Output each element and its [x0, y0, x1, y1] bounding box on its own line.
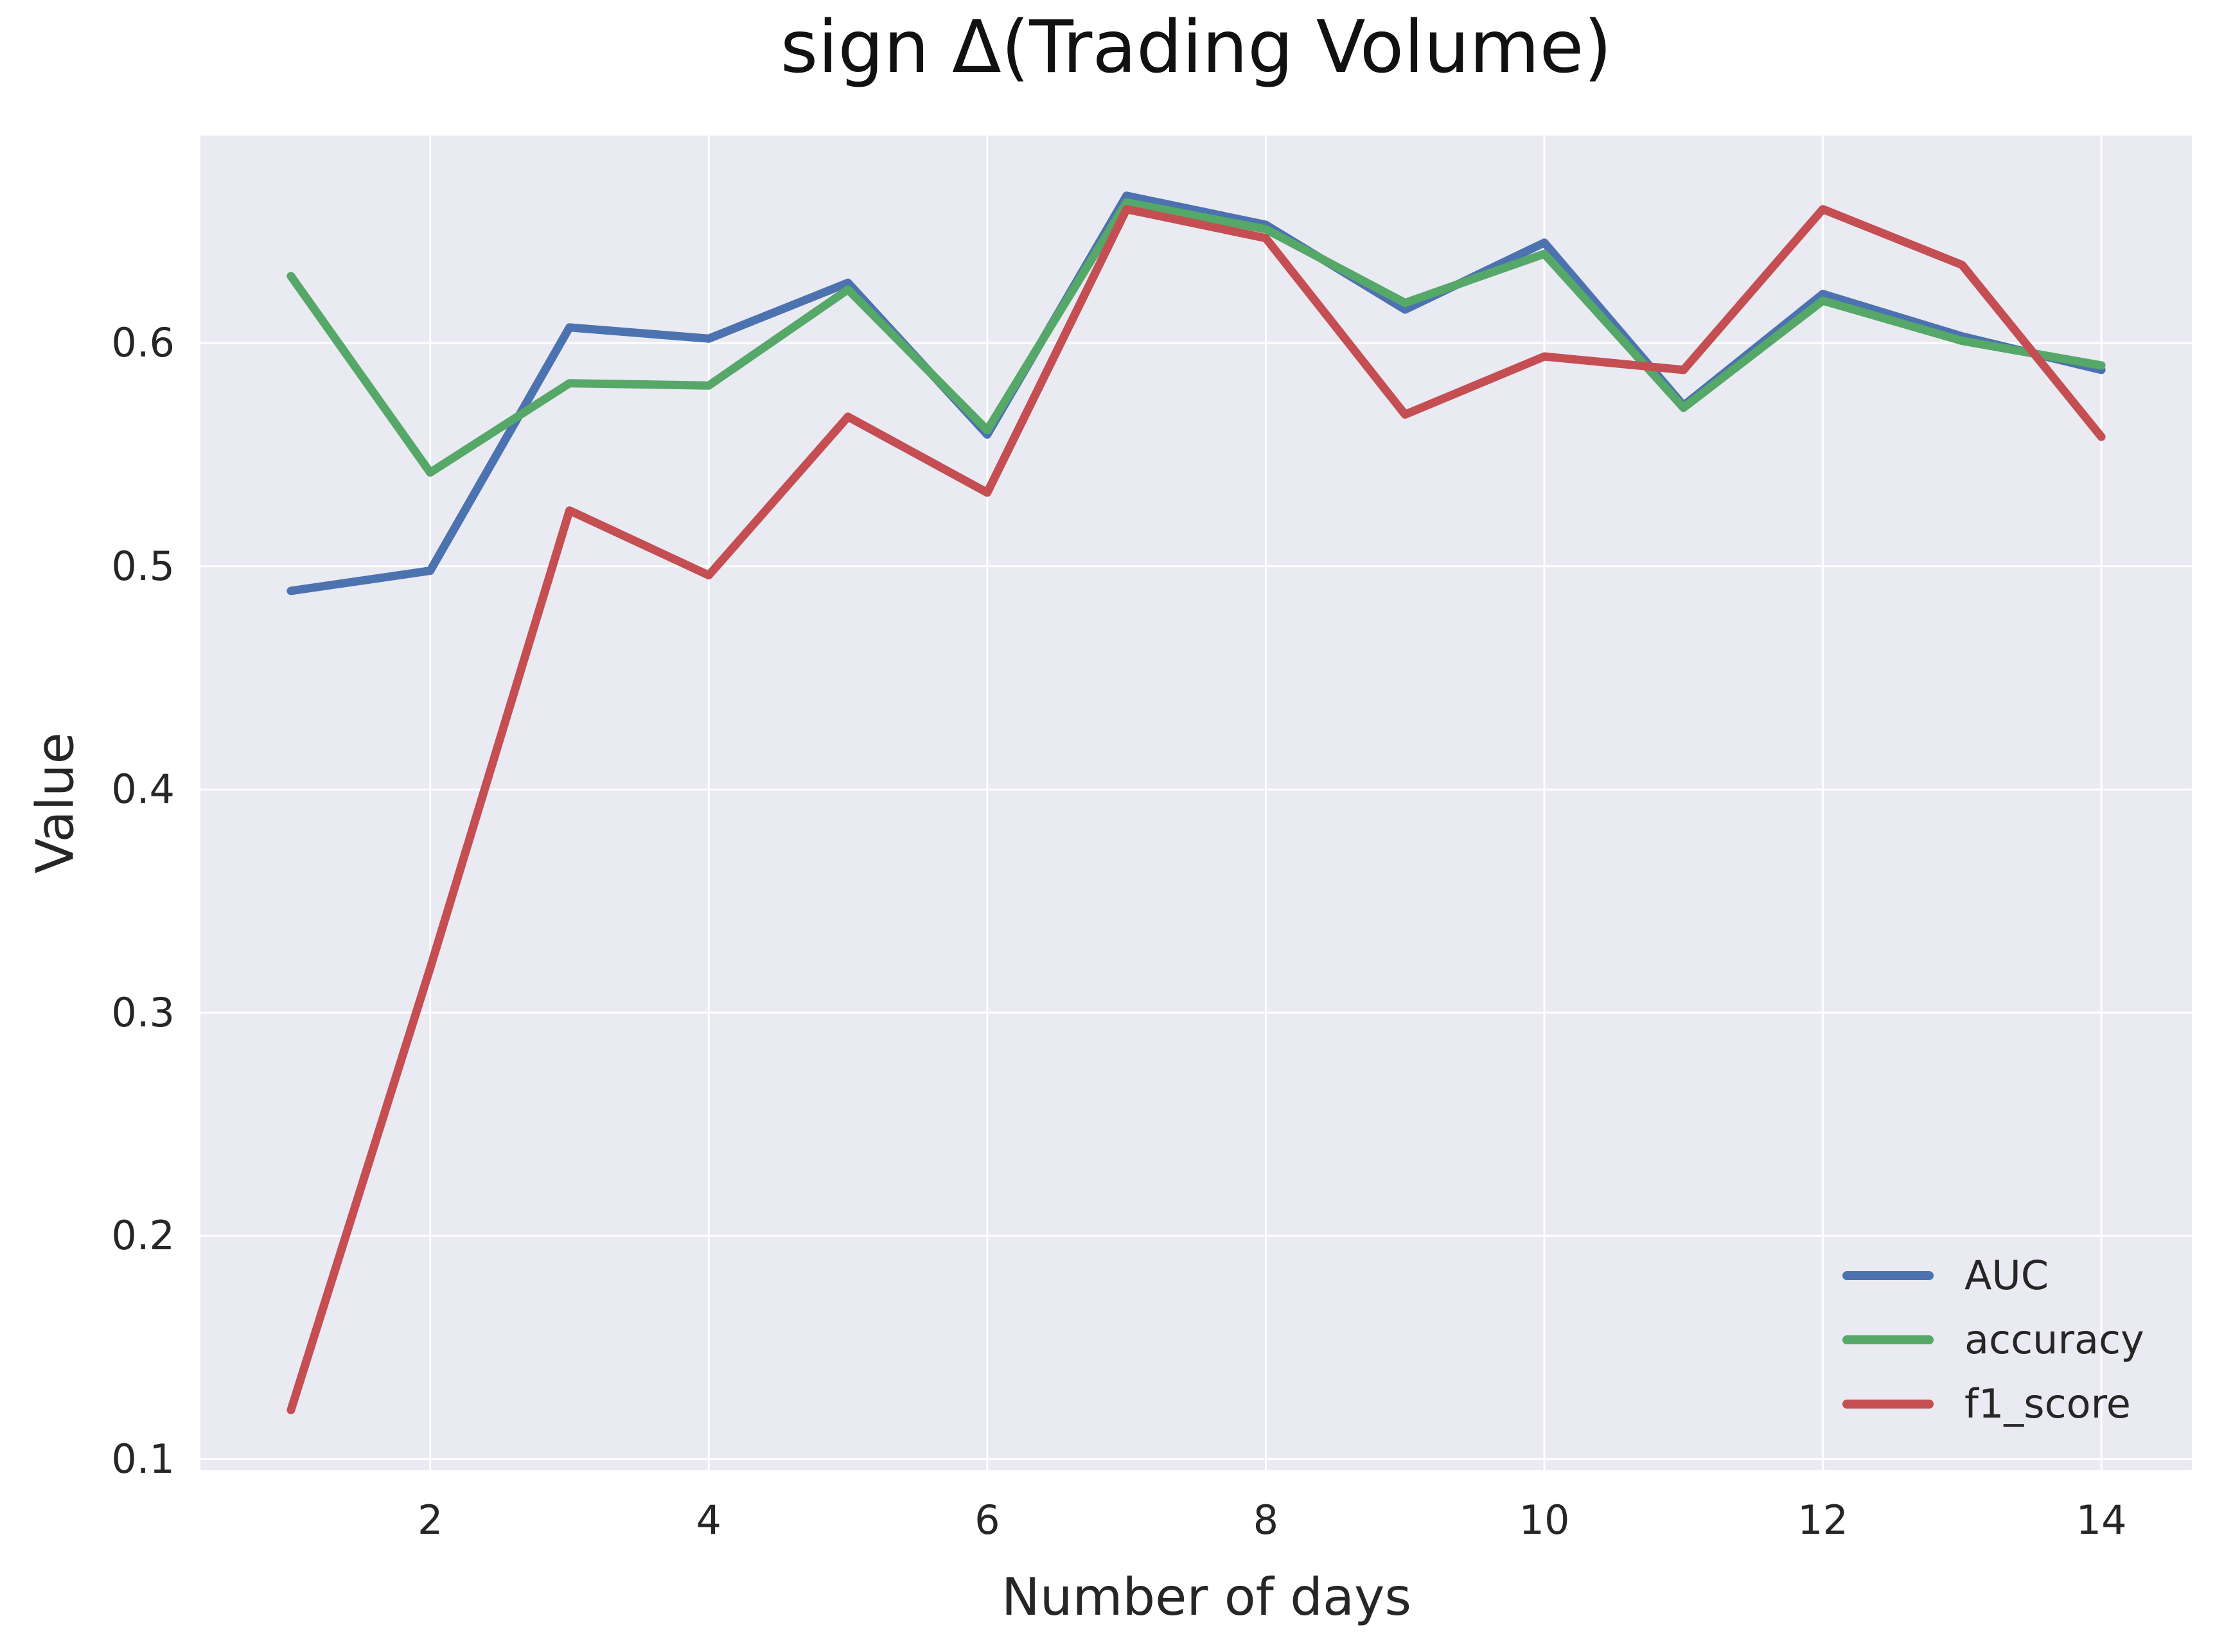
legend-label-accuracy: accuracy: [1964, 1316, 2144, 1363]
auc-line-swatch: [1842, 1271, 1934, 1280]
plot-canvas: [200, 136, 2192, 1470]
series-line-accuracy: [287, 198, 2106, 477]
x-axis-label: Number of days: [1001, 1567, 1412, 1627]
series-line-AUC: [287, 191, 2106, 595]
x-tick-label: 8: [1253, 1497, 1279, 1543]
x-tick-label: 10: [1519, 1497, 1570, 1543]
legend-label-auc: AUC: [1964, 1252, 2049, 1299]
x-tick-label: 14: [2076, 1497, 2127, 1543]
x-tick-label: 12: [1797, 1497, 1848, 1543]
legend-item-auc: AUC: [1842, 1255, 2144, 1296]
series-line-f1_score: [287, 205, 2106, 1414]
y-tick-label: 0.4: [111, 766, 175, 813]
x-tick-label: 4: [696, 1497, 721, 1543]
f1-score-line-swatch: [1842, 1400, 1934, 1409]
legend-item-f1-score: f1_score: [1842, 1384, 2144, 1425]
accuracy-line-swatch: [1842, 1335, 1934, 1344]
plot-background: [200, 136, 2192, 1470]
legend-label-f1-score: f1_score: [1964, 1380, 2131, 1427]
y-tick-label: 0.1: [111, 1435, 175, 1482]
legend-item-accuracy: accuracy: [1842, 1319, 2144, 1360]
plot-area: [200, 136, 2192, 1470]
chart-title: sign Δ(Trading Volume): [780, 6, 1612, 89]
x-tick-label: 6: [975, 1497, 1000, 1543]
y-tick-label: 0.2: [111, 1212, 175, 1260]
y-tick-label: 0.6: [111, 319, 175, 367]
legend: AUC accuracy f1_score: [1842, 1255, 2144, 1425]
y-tick-label: 0.3: [111, 989, 175, 1036]
x-tick-label: 2: [417, 1497, 443, 1543]
y-tick-label: 0.5: [111, 542, 175, 590]
